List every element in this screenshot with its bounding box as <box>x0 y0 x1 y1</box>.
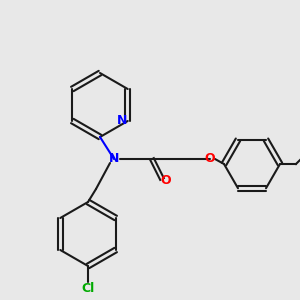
Text: Cl: Cl <box>81 281 94 295</box>
Text: O: O <box>161 175 171 188</box>
Text: N: N <box>109 152 119 166</box>
Text: N: N <box>116 115 127 128</box>
Text: O: O <box>205 152 215 166</box>
